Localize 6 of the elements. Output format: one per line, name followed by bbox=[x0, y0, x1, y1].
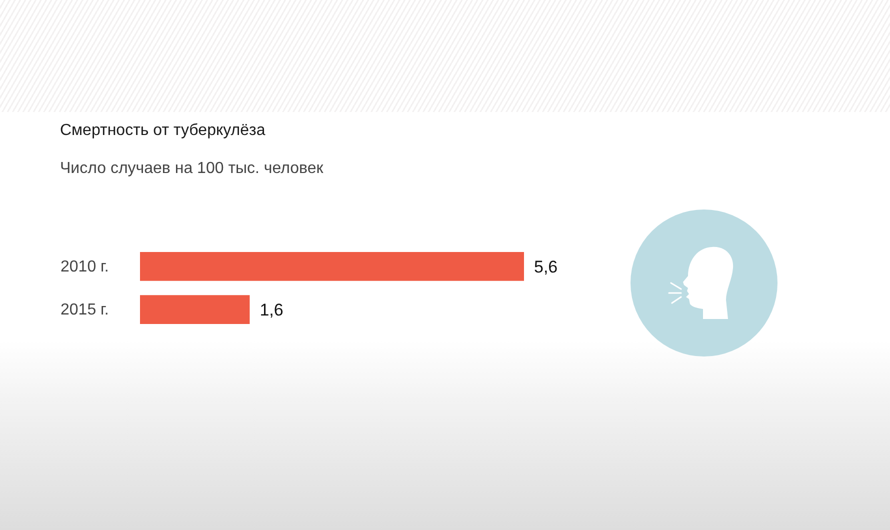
y-tick-label: 2010 г. bbox=[60, 258, 109, 276]
chart-subtitle: Число случаев на 100 тыс. человек bbox=[60, 160, 324, 177]
y-tick-label: 2015 г. bbox=[60, 302, 109, 319]
data-label: 5,6 bbox=[534, 257, 558, 276]
chart-title: Смертность от туберкулёза bbox=[60, 122, 266, 139]
data-label: 1,6 bbox=[260, 300, 284, 320]
